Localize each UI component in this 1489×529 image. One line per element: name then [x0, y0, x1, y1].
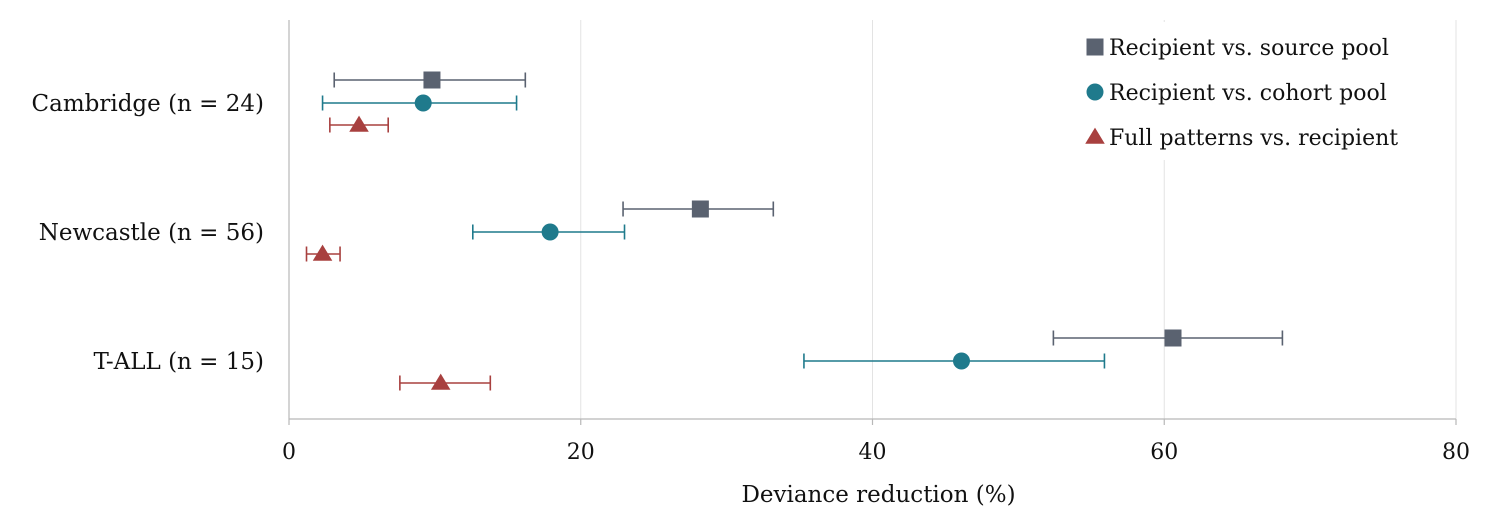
legend-label: Full patterns vs. recipient: [1109, 126, 1398, 151]
axes: 0 20 40 60 80 Deviance reduction (%): [282, 20, 1470, 508]
x-tick-label-20: 20: [567, 440, 595, 465]
point-marker: [312, 244, 333, 261]
x-tick-label-0: 0: [282, 440, 296, 465]
category-label: Newcastle (n = 56): [39, 220, 264, 246]
series-triangle: [305, 115, 492, 391]
point-marker: [1164, 329, 1182, 347]
legend-marker: [1086, 83, 1104, 101]
point-marker: [414, 94, 432, 112]
x-tick-label-80: 80: [1442, 440, 1470, 465]
point-marker: [423, 71, 441, 89]
legend-item: Recipient vs. cohort pool: [1086, 81, 1387, 106]
legend-item: Full patterns vs. recipient: [1085, 126, 1398, 151]
series-square: [333, 71, 1284, 347]
legend-marker: [1085, 127, 1105, 144]
point-marker: [349, 115, 369, 132]
point-marker: [952, 352, 970, 370]
x-axis-label: Deviance reduction (%): [741, 482, 1015, 508]
legend-background: [1083, 22, 1433, 160]
point-marker: [691, 200, 709, 218]
category-labels: Cambridge (n = 24) Newcastle (n = 56) T-AL…: [32, 91, 264, 375]
data-marks: [305, 71, 1284, 391]
x-tick-label-60: 60: [1150, 440, 1178, 465]
category-label: T-ALL (n = 15): [93, 349, 264, 375]
point-marker: [541, 223, 559, 241]
series-circle: [321, 94, 1106, 370]
legend-marker: [1086, 38, 1104, 56]
legend-item: Recipient vs. source pool: [1086, 36, 1389, 61]
x-tick-label-40: 40: [859, 440, 887, 465]
legend-label: Recipient vs. cohort pool: [1109, 81, 1387, 106]
legend-label: Recipient vs. source pool: [1109, 36, 1389, 61]
category-label: Cambridge (n = 24): [32, 91, 264, 117]
point-marker: [430, 373, 451, 390]
legend: Recipient vs. source pool Recipient vs. c…: [1083, 22, 1433, 160]
